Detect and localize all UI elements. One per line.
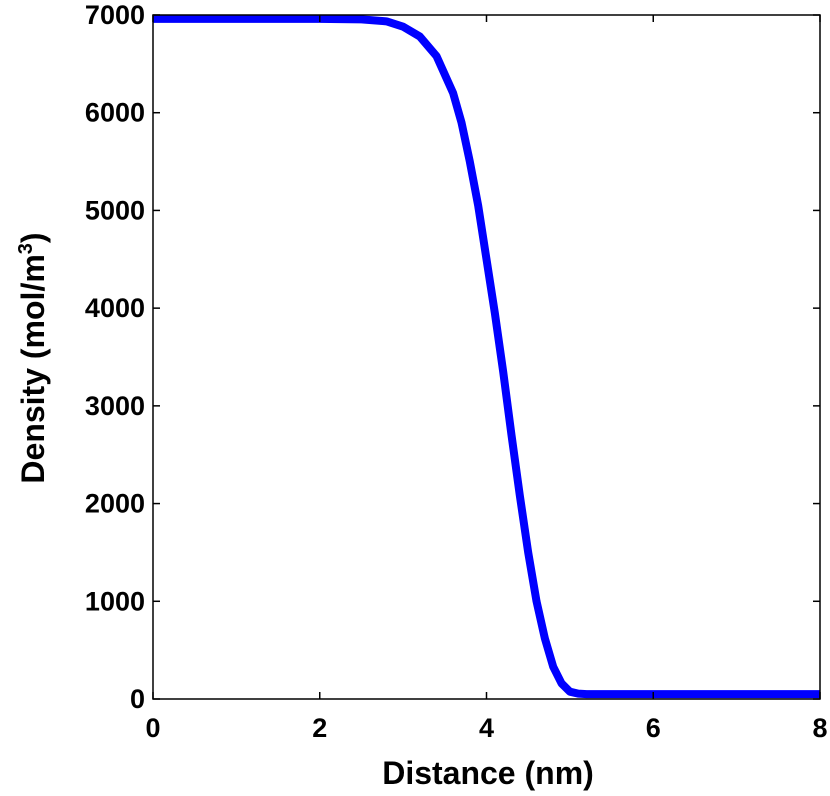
x-tick-label-2: 4 [479, 713, 494, 743]
y-tick-label-7: 7000 [85, 0, 145, 30]
plot-frame [152, 14, 821, 700]
y-tick-label-2: 2000 [85, 489, 145, 519]
x-axis-title: Distance (nm) [382, 755, 594, 791]
y-axis-title-superscript: 3 [15, 243, 37, 254]
y-tick-label-0: 0 [130, 684, 145, 714]
x-tick-label-3: 6 [646, 713, 661, 743]
y-tick-label-3: 3000 [85, 391, 145, 421]
y-axis-title-main: Density (mol/m [15, 254, 51, 483]
x-tick-label-1: 2 [312, 713, 327, 743]
y-tick-label-1: 1000 [85, 586, 145, 616]
y-tick-label-6: 6000 [85, 98, 145, 128]
y-axis-title-close: ) [15, 232, 51, 243]
series-line-0 [153, 14, 820, 699]
y-tick-label-5: 5000 [85, 195, 145, 225]
y-tick-label-4: 4000 [85, 293, 145, 323]
plot-area: 0 2 4 6 8 0 1000 2000 3000 4000 5000 6000 7000 [85, 0, 828, 743]
x-tick-label-0: 0 [145, 713, 160, 743]
y-axis-title: Density (mol/m3) [15, 232, 51, 483]
x-tick-label-4: 8 [812, 713, 827, 743]
